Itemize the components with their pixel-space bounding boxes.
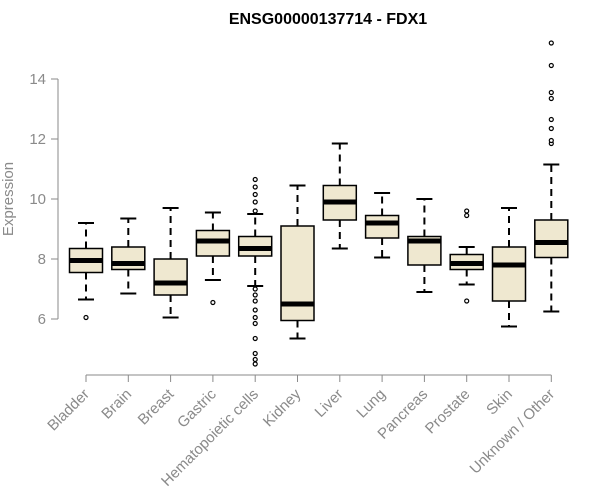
outlier-point bbox=[252, 298, 258, 304]
iqr-box bbox=[364, 214, 400, 239]
box-pancreas bbox=[407, 198, 442, 293]
outlier-point bbox=[252, 361, 258, 367]
x-tick-label: Breast bbox=[135, 385, 178, 428]
outlier-point bbox=[252, 307, 258, 313]
outlier-point bbox=[548, 62, 554, 69]
outlier-point bbox=[252, 208, 258, 214]
x-tick-label: Lung bbox=[353, 386, 389, 422]
box-skin bbox=[491, 207, 527, 328]
x-tick-label: Brain bbox=[98, 386, 135, 423]
box-gastric bbox=[195, 211, 231, 306]
outlier-point bbox=[548, 95, 554, 102]
box-lung bbox=[364, 192, 400, 259]
outlier-point bbox=[252, 335, 258, 342]
outlier-point bbox=[548, 40, 554, 46]
box-unknown-other bbox=[534, 40, 569, 313]
box-breast bbox=[153, 207, 188, 319]
y-tick-label: 8 bbox=[38, 251, 46, 268]
y-axis-label: Expression bbox=[0, 162, 17, 236]
box-prostate bbox=[449, 208, 484, 304]
outlier-point bbox=[252, 350, 258, 357]
x-tick-label: Skin bbox=[483, 386, 516, 419]
x-tick-label: Prostate bbox=[422, 386, 474, 438]
outlier-point bbox=[548, 137, 554, 144]
chart-title: ENSG00000137714 - FDX1 bbox=[229, 11, 427, 28]
outlier-point bbox=[210, 299, 216, 306]
outlier-point bbox=[464, 212, 470, 219]
iqr-box bbox=[534, 219, 569, 259]
outlier-point bbox=[464, 208, 470, 214]
outlier-point bbox=[548, 116, 554, 123]
outlier-point bbox=[548, 125, 554, 132]
outlier-point bbox=[252, 356, 258, 363]
y-axis: 6 8 10 12 14 bbox=[29, 71, 59, 328]
y-tick-label: 14 bbox=[29, 71, 46, 88]
y-tick-label: 10 bbox=[29, 191, 46, 208]
outlier-point bbox=[252, 199, 258, 205]
x-tick-label: Kidney bbox=[260, 385, 305, 430]
x-tick-label: Liver bbox=[312, 386, 347, 421]
y-tick-label: 12 bbox=[29, 131, 46, 148]
iqr-box bbox=[491, 246, 527, 302]
outlier-point bbox=[252, 292, 258, 298]
outlier-point bbox=[83, 314, 89, 321]
x-tick-label: Bladder bbox=[44, 386, 93, 435]
iqr-box bbox=[111, 246, 146, 271]
outlier-point bbox=[252, 176, 258, 183]
outlier-point bbox=[252, 286, 258, 292]
outlier-point bbox=[252, 184, 258, 190]
box-liver bbox=[322, 142, 358, 250]
y-tick-label: 6 bbox=[38, 311, 46, 328]
outlier-point bbox=[252, 191, 258, 198]
box-bladder bbox=[68, 222, 104, 321]
iqr-box bbox=[153, 258, 188, 296]
outlier-point bbox=[252, 314, 258, 321]
box-brain bbox=[111, 217, 146, 295]
plot-area bbox=[68, 40, 569, 367]
outlier-point bbox=[548, 89, 554, 96]
outlier-point bbox=[464, 298, 470, 304]
outlier-point bbox=[252, 320, 258, 327]
box-hematopoietic-cells bbox=[237, 176, 273, 367]
box-kidney bbox=[280, 184, 315, 340]
